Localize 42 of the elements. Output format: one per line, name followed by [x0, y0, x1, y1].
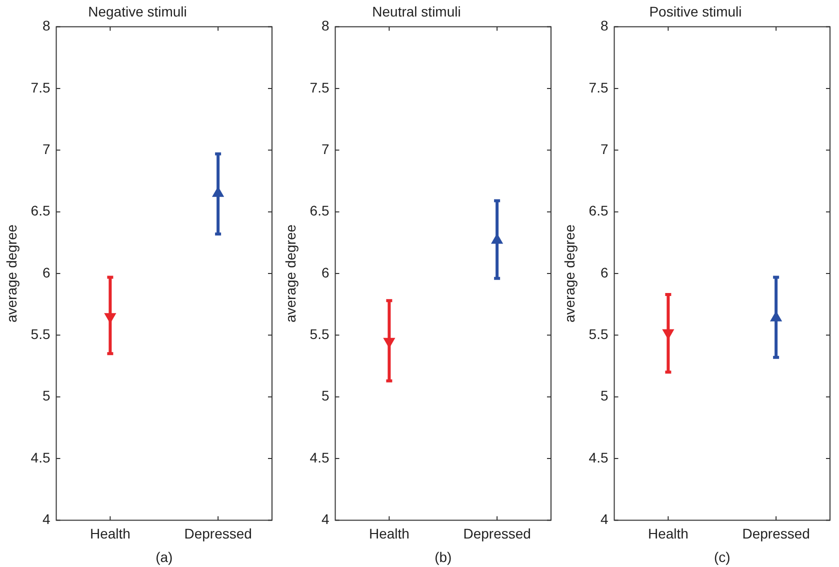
y-tick-label: 7.5 [30, 79, 50, 96]
y-tick-label: 6.5 [310, 202, 330, 219]
y-tick-label: 4 [321, 511, 330, 528]
text: (c) [714, 548, 730, 565]
y-tick-label: 6.5 [30, 202, 50, 219]
y-tick-label: 8 [321, 18, 330, 34]
y-tick-label: 4.5 [310, 449, 330, 466]
y-tick-label: 5 [600, 388, 608, 404]
y-tick-label: 7.5 [588, 79, 608, 96]
y-tick-label: 5 [42, 388, 50, 404]
y-tick-label: 5 [321, 388, 330, 404]
y-tick-label: 7.5 [310, 79, 330, 96]
y-tick-label: 7 [600, 141, 608, 158]
x-tick-label: Health [648, 525, 688, 542]
x-tick-label: Depressed [463, 525, 531, 542]
y-tick-label: 4 [600, 511, 608, 528]
x-tick-label: Depressed [184, 525, 252, 542]
chart-title: Positive stimuli [649, 3, 742, 20]
y-tick-label: 5.5 [588, 326, 608, 342]
y-tick-label: 4.5 [588, 449, 608, 466]
y-tick-label: 8 [42, 18, 50, 34]
text: (b) [434, 548, 452, 565]
y-axis-title: average degree [3, 224, 20, 323]
y-tick-label: 6 [42, 264, 50, 280]
y-tick-label: 7 [321, 141, 330, 158]
x-tick-label: Health [368, 525, 410, 542]
chart-title: Neutral stimuli [372, 3, 461, 20]
chart-title: Negative stimuli [88, 3, 187, 20]
y-tick-label: 6 [321, 264, 330, 280]
y-tick-label: 7 [42, 141, 50, 158]
y-axis-title: average degree [282, 224, 298, 323]
y-tick-label: 6.5 [588, 202, 608, 219]
y-tick-label: 5.5 [30, 326, 50, 342]
y-tick-label: 5.5 [310, 326, 330, 342]
y-tick-label: 4 [42, 511, 50, 528]
y-tick-label: 4.5 [30, 449, 50, 466]
y-axis-title: average degree [561, 224, 578, 323]
text: (a) [156, 548, 173, 565]
x-tick-label: Depressed [742, 525, 810, 542]
x-tick-label: Health [90, 525, 130, 542]
y-tick-label: 8 [600, 18, 608, 34]
y-tick-label: 6 [600, 264, 608, 280]
